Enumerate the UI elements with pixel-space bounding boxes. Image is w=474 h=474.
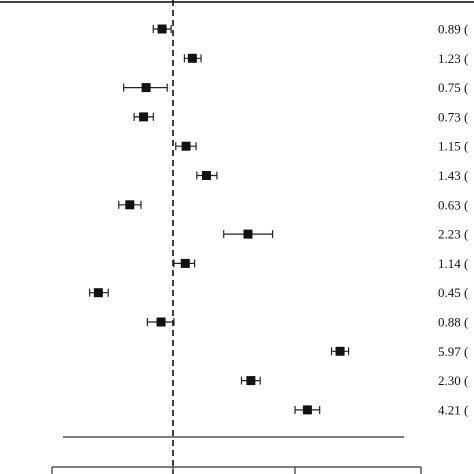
estimate-marker bbox=[201, 171, 211, 180]
estimate-label: 0.88 ( bbox=[438, 315, 468, 330]
estimate-label: 5.97 ( bbox=[438, 344, 468, 359]
forest-row bbox=[196, 171, 218, 180]
forest-row bbox=[183, 53, 202, 63]
forest-row bbox=[173, 258, 196, 268]
forest-row bbox=[146, 317, 175, 327]
estimate-label: 2.30 ( bbox=[438, 373, 468, 388]
estimate-marker bbox=[302, 405, 312, 415]
forest-row bbox=[240, 376, 261, 386]
forest-row bbox=[133, 112, 154, 122]
estimate-marker bbox=[141, 83, 151, 93]
estimate-label: 1.43 ( bbox=[438, 168, 468, 183]
estimate-marker bbox=[125, 200, 135, 210]
forest-row bbox=[175, 141, 197, 151]
estimate-marker bbox=[157, 24, 167, 34]
forest-row bbox=[330, 346, 350, 356]
estimate-marker bbox=[180, 258, 190, 268]
forest-row bbox=[123, 83, 168, 93]
estimate-marker bbox=[246, 376, 256, 386]
estimate-label: 0.89 ( bbox=[438, 22, 468, 37]
estimate-marker bbox=[243, 229, 253, 239]
forest-row bbox=[118, 200, 142, 210]
estimate-label: 1.23 ( bbox=[438, 51, 468, 66]
estimate-marker bbox=[187, 53, 197, 63]
estimate-marker bbox=[181, 141, 191, 151]
estimate-marker bbox=[139, 112, 149, 122]
forest-row bbox=[294, 405, 321, 415]
estimate-label: 4.21 ( bbox=[438, 402, 468, 417]
estimate-marker bbox=[93, 288, 103, 298]
forest-row bbox=[152, 24, 172, 34]
estimate-marker bbox=[335, 346, 345, 356]
estimate-label: 0.63 ( bbox=[438, 197, 468, 212]
estimate-label: 0.45 ( bbox=[438, 285, 468, 300]
forest-row bbox=[223, 229, 274, 239]
estimate-label: 0.75 ( bbox=[438, 80, 468, 95]
forest-row bbox=[89, 288, 109, 298]
estimate-label: 1.15 ( bbox=[438, 139, 468, 154]
estimate-label: 0.73 ( bbox=[438, 109, 468, 124]
estimate-marker bbox=[156, 317, 166, 327]
estimate-label: 2.23 ( bbox=[438, 227, 468, 242]
estimate-label: 1.14 ( bbox=[438, 256, 468, 271]
